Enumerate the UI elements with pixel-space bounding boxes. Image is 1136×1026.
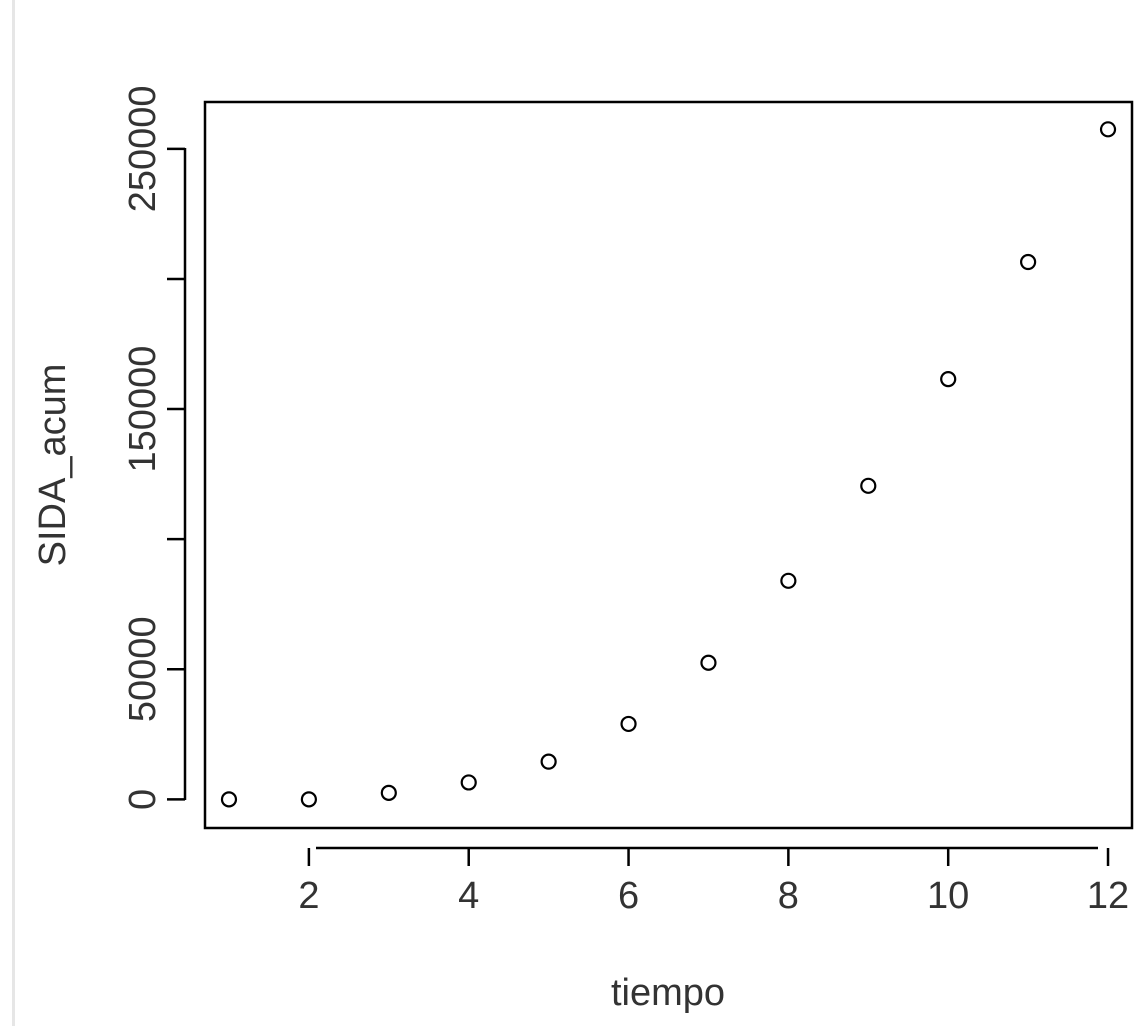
x-axis: 2 4 6 8 10 12 [298, 846, 1129, 917]
plot-frame [203, 100, 1134, 830]
data-point [460, 774, 477, 791]
data-point [1099, 121, 1117, 138]
y-tick-label: 0 [122, 789, 164, 810]
x-tick-label: 2 [298, 875, 319, 917]
y-tick-label: 250000 [122, 85, 164, 212]
data-point [380, 784, 397, 801]
data-point [700, 654, 717, 671]
data-point [860, 477, 877, 494]
x-tick-label: 4 [458, 875, 479, 917]
data-points [220, 121, 1117, 808]
x-tick-label: 8 [778, 875, 799, 917]
data-point [780, 572, 797, 589]
x-axis-label: tiempo [611, 972, 725, 1014]
y-tick-label: 150000 [122, 346, 164, 473]
data-point [220, 791, 238, 808]
data-point [540, 753, 557, 770]
x-tick-label: 12 [1087, 875, 1129, 917]
x-tick-label: 6 [618, 875, 639, 917]
x-tick-label: 10 [927, 875, 969, 917]
y-tick-label: 50000 [122, 616, 164, 722]
data-point [620, 715, 637, 733]
data-point [1020, 253, 1037, 271]
data-point [300, 791, 317, 808]
data-point [940, 371, 957, 388]
window-edge-rule [12, 0, 15, 1026]
y-axis-label: SIDA_acum [32, 364, 74, 567]
y-axis: 0 50000 150000 250000 [122, 85, 187, 810]
